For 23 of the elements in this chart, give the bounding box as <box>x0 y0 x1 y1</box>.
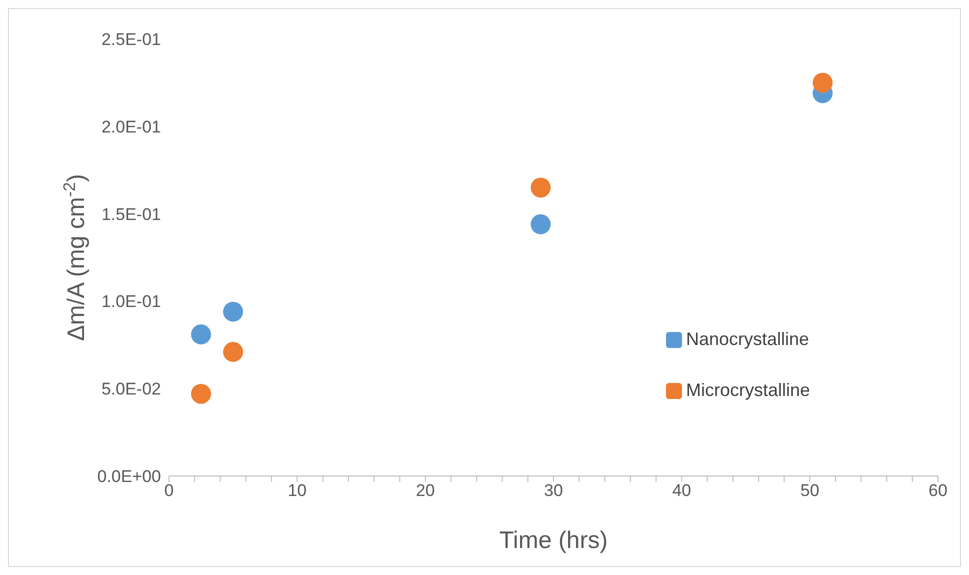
point <box>530 178 551 198</box>
legend-label: Microcrystalline <box>686 380 810 401</box>
y-tick-label: 2.5E-01 <box>101 30 161 50</box>
point <box>812 72 833 93</box>
x-tick-label: 30 <box>544 481 563 500</box>
x-tick-label: 50 <box>800 481 820 500</box>
y-tick-label: 1.0E-01 <box>101 292 161 312</box>
point <box>223 342 244 362</box>
x-tick-label: 40 <box>672 481 692 500</box>
x-tick-label: 60 <box>928 481 948 500</box>
legend-label: Nanocrystalline <box>686 329 810 350</box>
y-tick-label: 2.0E-01 <box>101 117 161 136</box>
point <box>530 214 551 234</box>
y-tick-label: 0.0E+00 <box>97 467 161 486</box>
y-tick-label: 1.5E-01 <box>101 204 161 224</box>
x-tick-label: 10 <box>288 481 307 500</box>
point <box>191 324 212 344</box>
x-axis-title: Time (hrs) <box>499 527 608 554</box>
y-tick-label: 5.0E-02 <box>101 380 161 399</box>
point <box>223 302 244 322</box>
x-tick-label: 0 <box>164 481 174 500</box>
point <box>191 384 212 404</box>
x-tick-label: 20 <box>416 481 435 500</box>
